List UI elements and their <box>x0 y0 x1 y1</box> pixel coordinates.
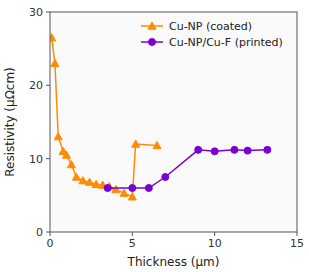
point <box>153 141 161 148</box>
x-tick <box>50 232 51 236</box>
point <box>104 185 111 192</box>
point <box>92 180 100 187</box>
point <box>120 189 128 196</box>
series-line <box>108 150 268 188</box>
point <box>51 59 59 66</box>
point <box>129 185 136 192</box>
x-tick-label: 5 <box>129 237 136 250</box>
point <box>211 148 218 155</box>
point <box>244 147 251 154</box>
point <box>67 161 75 168</box>
point <box>128 193 136 200</box>
point <box>195 146 202 153</box>
point <box>79 177 87 184</box>
y-tick-label: 0 <box>36 226 43 239</box>
point <box>72 173 80 180</box>
y-axis-label: Resistivity (μΩcm) <box>3 67 17 177</box>
y-tick <box>46 232 50 233</box>
y-tick-label: 20 <box>29 79 43 92</box>
y-tick <box>46 85 50 86</box>
y-tick <box>46 158 50 159</box>
point <box>62 151 70 158</box>
point <box>132 140 140 147</box>
legend-marker <box>148 22 156 29</box>
point <box>231 146 238 153</box>
point <box>54 133 62 140</box>
x-tick-label: 10 <box>208 237 222 250</box>
y-tick <box>46 12 50 13</box>
point <box>162 174 169 181</box>
legend-label: Cu-NP (coated) <box>169 20 252 33</box>
y-tick-label: 30 <box>29 6 43 19</box>
x-tick-label: 0 <box>47 237 54 250</box>
legend-label: Cu-NP/Cu-F (printed) <box>169 36 283 49</box>
legend-marker <box>149 39 156 46</box>
point <box>86 178 94 185</box>
x-tick <box>214 232 215 236</box>
plot-data <box>50 34 271 200</box>
x-tick <box>132 232 133 236</box>
x-axis-label: Thickness (μm) <box>127 255 220 269</box>
point <box>145 185 152 192</box>
plot-frame <box>50 12 297 232</box>
chart: 0 5 10 15 0 10 20 30 Thickness (μm) Resistivity (… <box>0 0 309 272</box>
series-line <box>52 38 157 197</box>
x-tick-label: 15 <box>290 237 304 250</box>
y-tick-label: 10 <box>29 153 43 166</box>
point <box>112 185 120 192</box>
x-tick <box>297 232 298 236</box>
legend: Cu-NP (coated) Cu-NP/Cu-F (printed) <box>141 20 283 49</box>
plot-background <box>50 12 297 232</box>
point <box>264 146 271 153</box>
point <box>50 34 56 41</box>
